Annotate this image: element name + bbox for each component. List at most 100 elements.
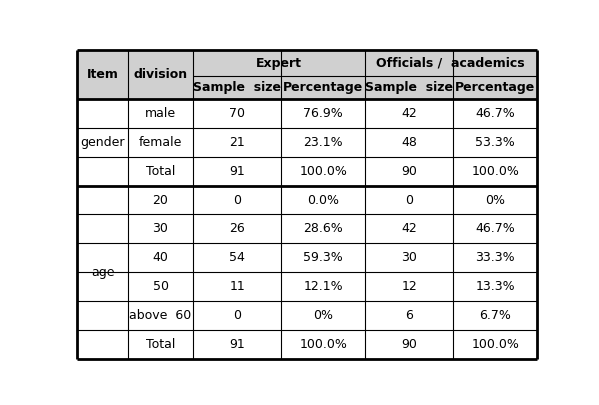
Bar (282, 128, 365, 157)
Bar (365, 185, 453, 215)
Bar (193, 272, 282, 301)
Text: 59.3%: 59.3% (303, 251, 343, 264)
Bar (128, 99, 193, 128)
Text: 100.0%: 100.0% (471, 165, 519, 178)
Bar (282, 157, 365, 185)
Bar (128, 185, 193, 215)
Text: 54: 54 (229, 251, 245, 264)
Text: 33.3%: 33.3% (476, 251, 515, 264)
Bar (77, 99, 128, 128)
Text: 46.7%: 46.7% (475, 222, 515, 235)
Bar (365, 330, 453, 359)
Bar (77, 272, 128, 301)
Text: 100.0%: 100.0% (299, 165, 347, 178)
Text: 30: 30 (153, 222, 168, 235)
Text: 0%: 0% (485, 194, 505, 207)
Bar (453, 185, 537, 215)
Bar (193, 185, 282, 215)
Bar (282, 99, 365, 128)
Text: Percentage: Percentage (283, 81, 363, 94)
Bar (365, 99, 453, 128)
Bar (453, 128, 537, 157)
Text: 48: 48 (401, 136, 417, 149)
Bar (453, 272, 537, 301)
Bar (193, 99, 282, 128)
Bar (282, 185, 365, 215)
Bar (282, 272, 365, 301)
Bar (282, 330, 365, 359)
Text: male: male (145, 107, 176, 120)
Bar (365, 272, 453, 301)
Bar (128, 215, 193, 243)
Text: 21: 21 (229, 136, 245, 149)
Text: Total: Total (146, 165, 175, 178)
Text: above  60: above 60 (129, 309, 192, 322)
Text: 13.3%: 13.3% (476, 280, 515, 293)
Bar (282, 301, 365, 330)
Bar (77, 128, 128, 157)
Text: 0%: 0% (313, 309, 333, 322)
Text: 0: 0 (233, 309, 241, 322)
Bar (193, 77, 282, 99)
Text: division: division (134, 68, 187, 81)
Bar (77, 301, 128, 330)
Bar (77, 243, 128, 272)
Text: gender: gender (80, 136, 125, 149)
Bar (453, 50, 537, 77)
Bar (365, 77, 453, 99)
Bar (77, 157, 128, 185)
Text: 100.0%: 100.0% (471, 338, 519, 351)
Text: 46.7%: 46.7% (475, 107, 515, 120)
Bar (453, 215, 537, 243)
Bar (365, 215, 453, 243)
Text: 12: 12 (401, 280, 417, 293)
Bar (453, 330, 537, 359)
Bar (453, 77, 537, 99)
Bar (128, 330, 193, 359)
Text: 76.9%: 76.9% (303, 107, 343, 120)
Text: 0: 0 (405, 194, 413, 207)
Text: 6: 6 (405, 309, 413, 322)
Text: 12.1%: 12.1% (303, 280, 343, 293)
Text: 91: 91 (229, 165, 245, 178)
Bar (128, 50, 193, 77)
Bar (365, 50, 453, 77)
Text: 0.0%: 0.0% (307, 194, 339, 207)
Bar (128, 243, 193, 272)
Text: 91: 91 (229, 338, 245, 351)
Text: Percentage: Percentage (455, 81, 536, 94)
Text: 11: 11 (229, 280, 245, 293)
Bar (282, 77, 365, 99)
Bar (365, 243, 453, 272)
Text: Expert: Expert (256, 57, 302, 70)
Text: Total: Total (146, 338, 175, 351)
Text: 53.3%: 53.3% (475, 136, 515, 149)
Bar (453, 301, 537, 330)
Bar (193, 128, 282, 157)
Bar (77, 77, 128, 99)
Text: 70: 70 (229, 107, 245, 120)
Text: 28.6%: 28.6% (303, 222, 343, 235)
Text: 90: 90 (401, 338, 417, 351)
Bar (453, 243, 537, 272)
Bar (453, 99, 537, 128)
Text: female: female (139, 136, 182, 149)
Bar (128, 77, 193, 99)
Text: 30: 30 (401, 251, 417, 264)
Text: Item: Item (87, 68, 119, 81)
Text: age: age (91, 266, 114, 279)
Text: 100.0%: 100.0% (299, 338, 347, 351)
Bar (77, 50, 128, 77)
Text: Officials /  academics: Officials / academics (376, 57, 525, 70)
Bar (77, 185, 128, 215)
Bar (365, 157, 453, 185)
Bar (128, 128, 193, 157)
Bar (193, 215, 282, 243)
Bar (77, 215, 128, 243)
Bar (193, 157, 282, 185)
Text: 90: 90 (401, 165, 417, 178)
Text: 20: 20 (153, 194, 168, 207)
Bar (77, 330, 128, 359)
Text: Sample  size: Sample size (365, 81, 453, 94)
Text: 23.1%: 23.1% (303, 136, 343, 149)
